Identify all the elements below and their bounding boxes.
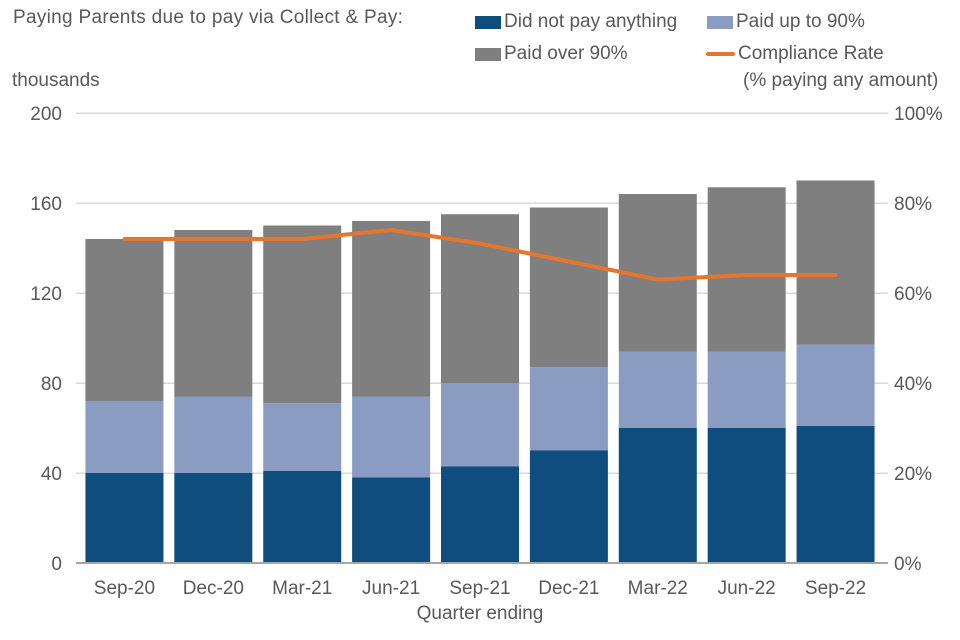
x-axis-tick-label: Jun-22 [718, 578, 776, 599]
x-axis-tick-label: Dec-20 [183, 578, 244, 599]
legend-swatch-did-not-pay [475, 15, 501, 29]
bar-segment-paid-up-to-90- [263, 403, 342, 471]
x-axis-tick-label: Mar-22 [628, 578, 688, 599]
bar-segment-did-not-pay-anything [263, 470, 342, 563]
bar-segment-paid-up-to-90- [707, 351, 786, 428]
legend-item-paid-up-to-90: Paid up to 90% [707, 11, 865, 33]
bar-segment-paid-over-90- [174, 230, 253, 397]
legend-sublabel-compliance-rate: (% paying any amount) [743, 70, 939, 91]
legend-label: Paid up to 90% [736, 11, 865, 32]
legend-line-swatch-compliance-rate [706, 52, 735, 56]
x-axis-tick-label: Jun-21 [362, 578, 420, 599]
bar-segment-did-not-pay-anything [707, 428, 786, 563]
x-axis-tick-label: Dec-21 [538, 578, 599, 599]
right-axis-tick-label: 80% [894, 194, 932, 215]
bar-segment-paid-up-to-90- [441, 383, 519, 467]
left-axis-tick-label: 80 [41, 374, 62, 395]
compliance-rate-line [122, 228, 838, 282]
right-axis-tick-label: 40% [894, 374, 932, 395]
legend-item-did-not-pay: Did not pay anything [475, 11, 677, 33]
bar-segment-paid-over-90- [263, 225, 342, 404]
bar-segment-paid-over-90- [352, 221, 431, 397]
bar-segment-paid-up-to-90- [85, 401, 164, 473]
legend-label: Compliance Rate [738, 43, 884, 64]
left-axis-tick-label: 0 [51, 554, 62, 575]
x-axis-title: Quarter ending [416, 603, 544, 624]
bar-segment-paid-up-to-90- [618, 351, 697, 428]
right-axis-tick-label: 60% [894, 284, 932, 305]
bar-segment-paid-up-to-90- [174, 396, 253, 473]
bar-segment-did-not-pay-anything [529, 450, 608, 563]
legend-swatch-paid-up-to-90 [707, 15, 733, 29]
x-axis-tick-label: Sep-20 [94, 578, 155, 599]
bar-segment-paid-over-90- [85, 239, 164, 401]
legend-label: Paid over 90% [504, 43, 628, 64]
left-axis-tick-label: 40 [41, 464, 62, 485]
legend-swatch-paid-over-90 [475, 47, 501, 61]
x-axis-tick-label: Mar-21 [272, 578, 332, 599]
chart-title: Paying Parents due to pay via Collect & … [13, 7, 404, 28]
bar-segment-did-not-pay-anything [352, 477, 431, 563]
bar-segment-paid-over-90- [796, 180, 875, 345]
bar-segment-did-not-pay-anything [85, 473, 164, 563]
left-axis-tick-label: 200 [30, 104, 62, 125]
right-axis-tick-label: 0% [894, 554, 922, 575]
bar-segment-did-not-pay-anything [174, 473, 253, 563]
bar-segment-did-not-pay-anything [441, 466, 519, 563]
bar-segment-paid-over-90- [707, 187, 786, 352]
left-axis-tick-label: 160 [30, 194, 62, 215]
bar-segment-did-not-pay-anything [618, 428, 697, 563]
bar-segment-did-not-pay-anything [796, 425, 875, 563]
right-axis-tick-label: 100% [894, 104, 943, 125]
left-axis-unit-label: thousands [12, 70, 100, 91]
right-axis-tick-label: 20% [894, 464, 932, 485]
left-axis-tick-label: 120 [30, 284, 62, 305]
legend-label: Did not pay anything [504, 11, 678, 32]
bar-segment-paid-up-to-90- [796, 344, 875, 426]
bar-segment-paid-up-to-90- [529, 367, 608, 451]
x-axis-tick-label: Sep-21 [449, 578, 510, 599]
x-axis-tick-label: Sep-22 [805, 578, 866, 599]
legend-item-paid-over-90: Paid over 90% [475, 43, 628, 65]
legend-item-compliance-rate: Compliance Rate [706, 43, 884, 65]
bar-segment-paid-over-90- [529, 207, 608, 368]
bar-segment-paid-up-to-90- [352, 396, 431, 478]
